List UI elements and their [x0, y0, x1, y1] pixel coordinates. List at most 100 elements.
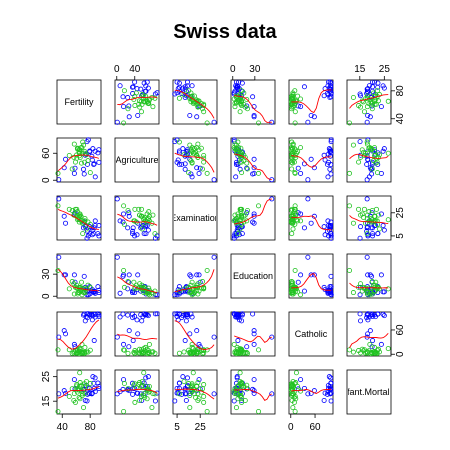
data-point — [367, 341, 373, 347]
data-point — [176, 311, 182, 317]
panel-0-0: Fertility — [56, 79, 102, 125]
data-point — [63, 220, 69, 226]
data-point — [66, 152, 72, 158]
panel-3-1 — [114, 253, 160, 299]
data-point — [234, 227, 240, 233]
data-point — [237, 349, 243, 355]
data-point — [135, 331, 141, 337]
data-point — [251, 331, 257, 337]
data-point — [350, 94, 356, 100]
data-point — [251, 377, 257, 383]
data-point — [129, 231, 135, 237]
data-point — [176, 380, 182, 386]
data-point — [132, 79, 138, 85]
data-point — [176, 139, 182, 145]
data-point — [143, 231, 149, 237]
data-point — [381, 227, 387, 233]
data-point — [176, 350, 182, 356]
data-point — [85, 219, 91, 225]
smoother-line — [117, 276, 158, 294]
data-point — [239, 312, 245, 318]
data-point — [301, 84, 307, 90]
data-point — [141, 231, 147, 237]
data-point — [92, 389, 98, 395]
data-point — [237, 226, 243, 232]
data-point — [121, 381, 127, 387]
smoother-line — [349, 215, 389, 225]
data-point — [187, 112, 193, 118]
panel-frame — [346, 137, 392, 183]
data-point — [244, 166, 250, 172]
data-point — [191, 290, 197, 296]
data-point — [289, 106, 295, 112]
data-point — [56, 254, 62, 260]
data-point — [233, 216, 239, 222]
data-point — [237, 379, 243, 385]
data-point — [327, 149, 333, 155]
data-point — [125, 225, 131, 231]
data-point — [237, 347, 243, 353]
data-point — [250, 311, 256, 317]
tick-label: 0 — [230, 64, 236, 75]
data-point — [358, 318, 364, 324]
data-point — [84, 398, 90, 404]
data-point — [256, 408, 262, 414]
data-point — [131, 350, 137, 356]
data-point — [174, 79, 180, 85]
data-point — [385, 150, 391, 156]
data-point — [361, 109, 367, 115]
data-point — [325, 174, 331, 180]
data-point — [137, 212, 143, 218]
data-point — [71, 170, 77, 176]
data-point — [174, 390, 180, 396]
data-point — [308, 112, 314, 118]
data-point — [195, 104, 201, 110]
panel-2-5 — [346, 195, 392, 241]
panel-5-2 — [172, 369, 218, 415]
data-point — [92, 314, 98, 320]
data-point — [385, 346, 391, 352]
data-point — [195, 349, 201, 355]
smoother-line — [291, 388, 332, 394]
data-point — [364, 312, 370, 318]
data-point — [231, 311, 237, 317]
data-point — [357, 235, 363, 241]
data-point — [292, 120, 298, 126]
data-point — [152, 311, 158, 317]
data-point — [358, 212, 364, 218]
data-point — [233, 311, 239, 317]
data-point — [55, 408, 61, 414]
data-point — [292, 408, 298, 414]
data-point — [145, 227, 151, 233]
data-point — [376, 92, 382, 98]
data-point — [189, 279, 195, 285]
data-point — [357, 292, 363, 298]
data-point — [82, 318, 88, 324]
data-point — [292, 109, 298, 115]
data-point — [372, 287, 378, 293]
panel-frame — [114, 137, 160, 183]
data-point — [328, 219, 334, 225]
smoother-line — [174, 269, 215, 293]
data-point — [138, 109, 144, 115]
data-point — [200, 106, 206, 112]
panel-frame — [172, 137, 218, 183]
panel-frame — [230, 195, 276, 241]
data-point — [211, 391, 217, 397]
data-point — [290, 226, 296, 232]
data-point — [244, 106, 250, 112]
data-point — [96, 385, 102, 391]
data-point — [369, 207, 375, 213]
data-point — [96, 159, 102, 165]
data-point — [376, 349, 382, 355]
panel-frame — [288, 137, 334, 183]
data-point — [72, 159, 78, 165]
panel-5-5: Infant.Mortality — [346, 369, 392, 415]
data-point — [380, 223, 386, 229]
data-point — [369, 171, 375, 177]
data-point — [176, 291, 182, 297]
data-point — [369, 166, 375, 172]
data-point — [187, 393, 193, 399]
data-point — [211, 334, 217, 340]
data-point — [77, 211, 83, 217]
